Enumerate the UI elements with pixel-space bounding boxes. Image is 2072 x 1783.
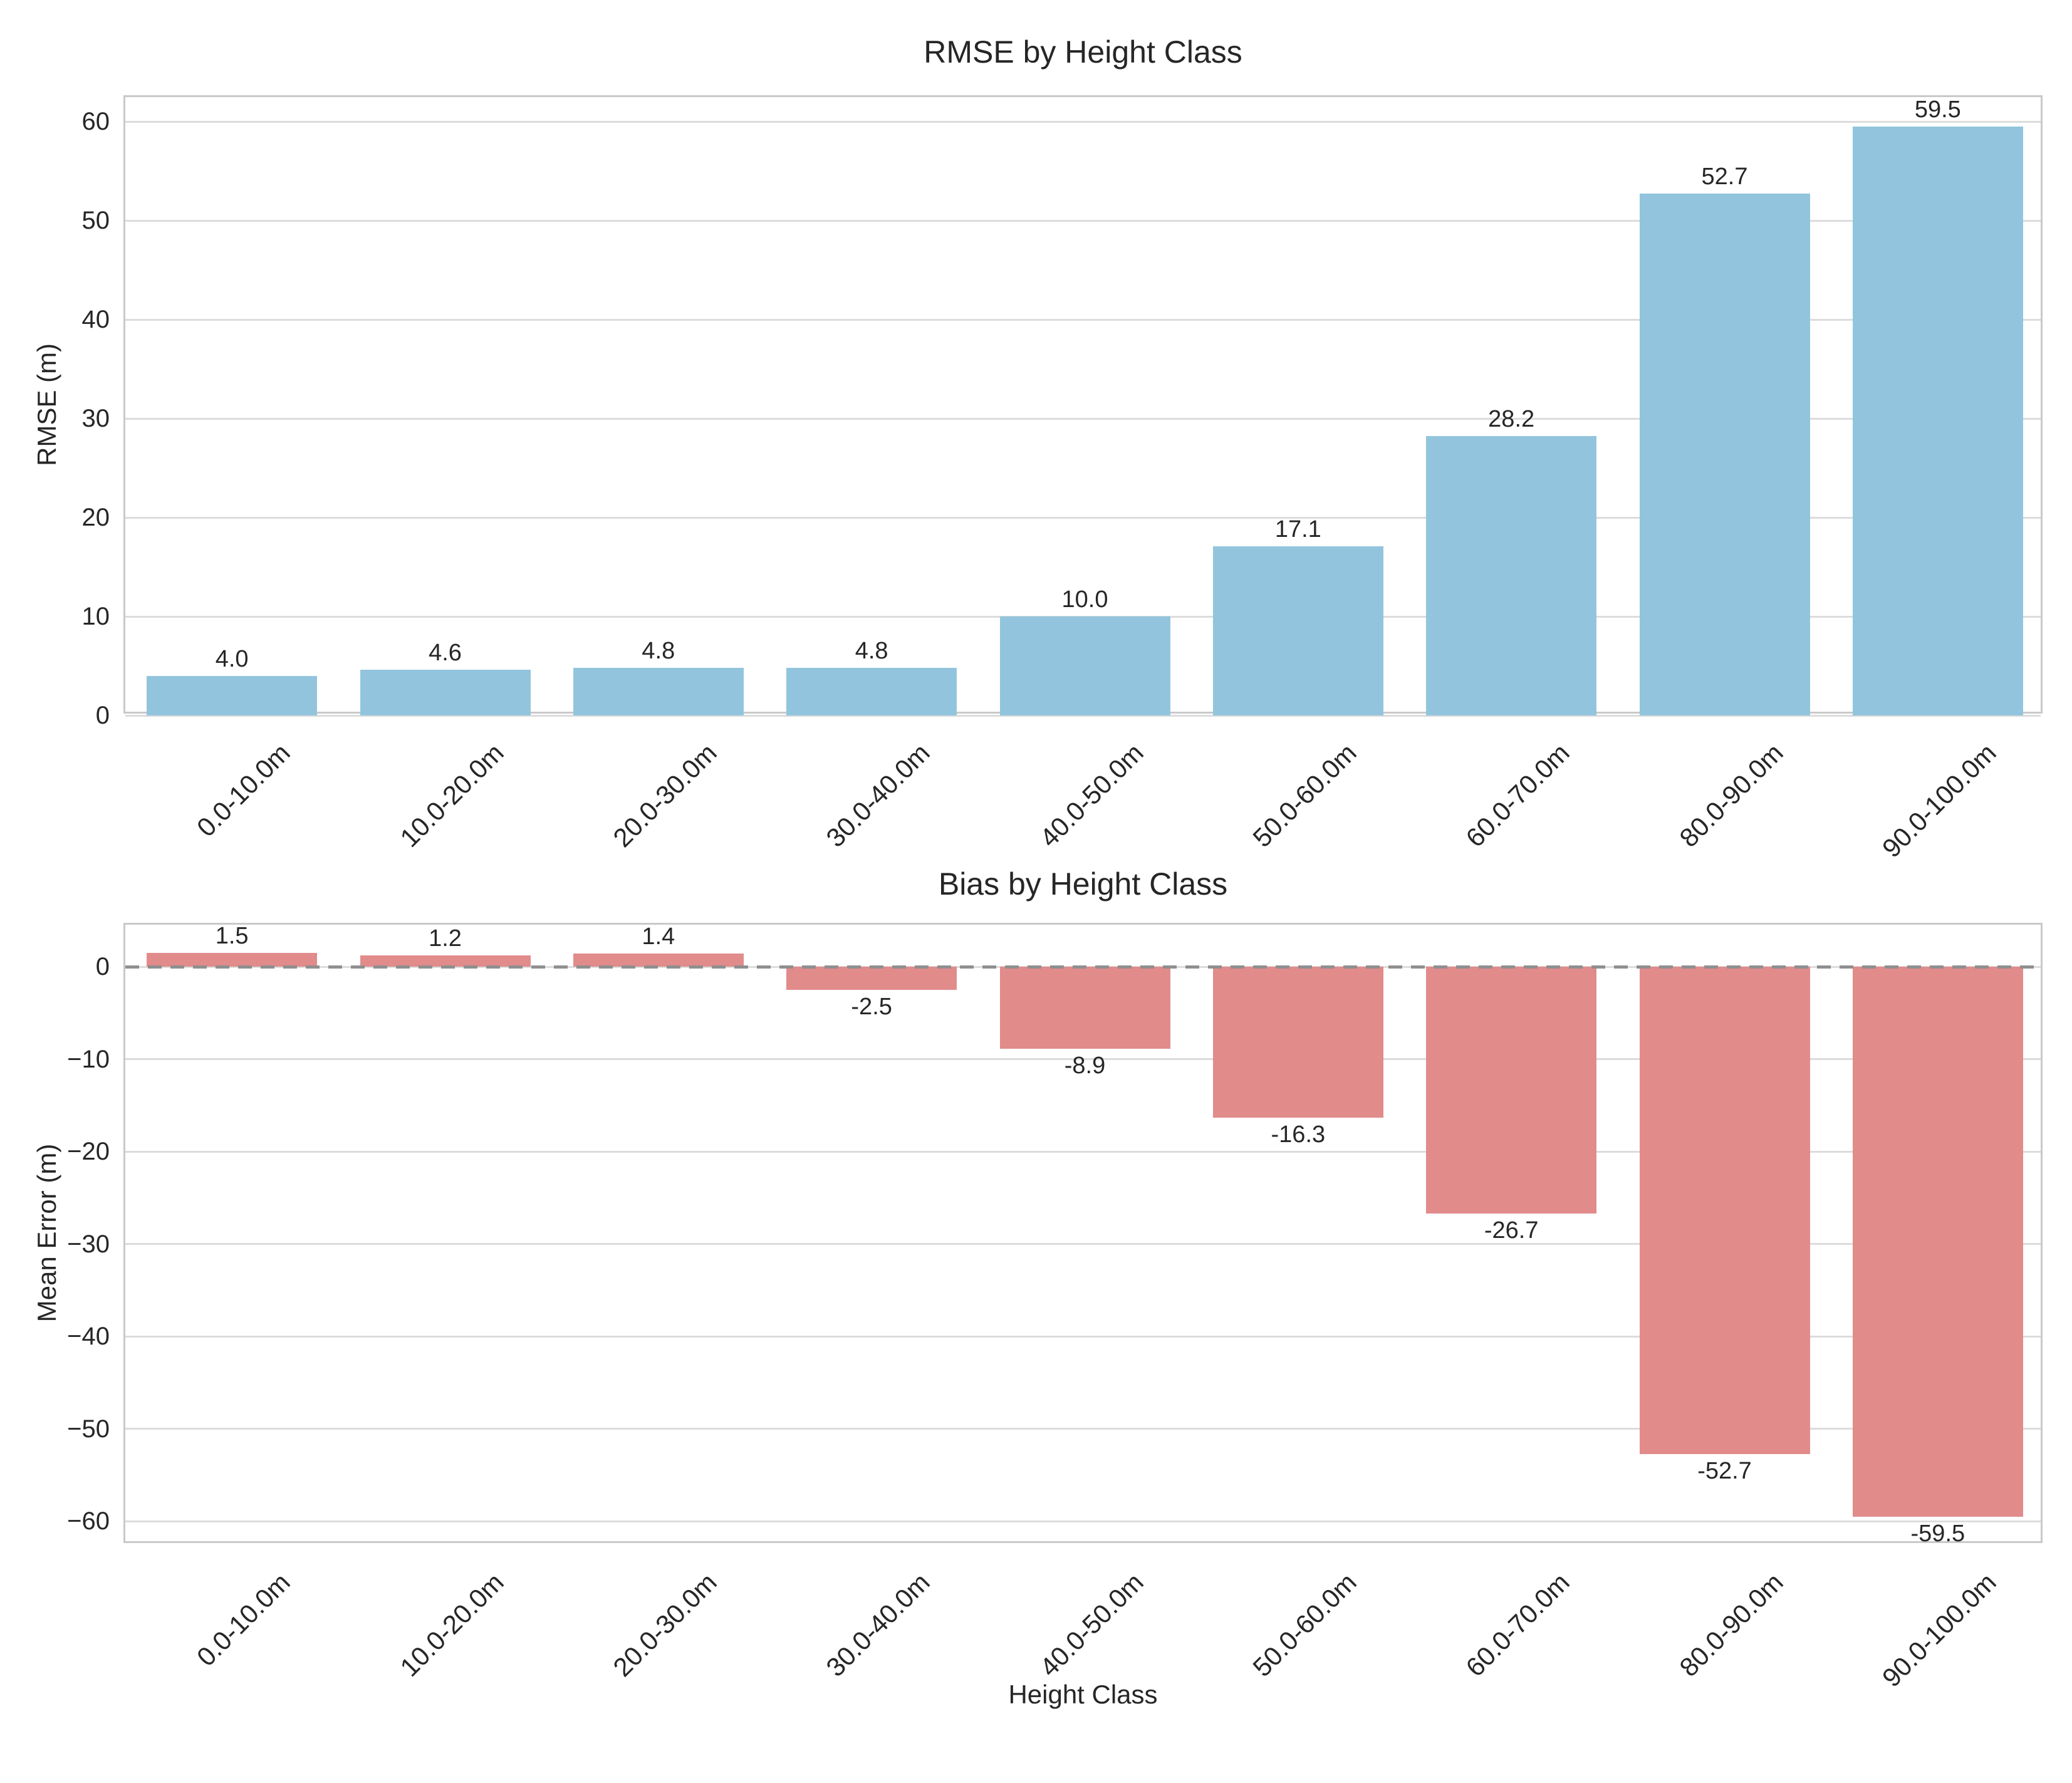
bias-gridline [125, 1150, 2041, 1153]
rmse-xtick-label: 40.0-50.0m [1033, 737, 1149, 853]
rmse-bar [1212, 546, 1383, 715]
bias-xtick-label: 0.0-10.0m [191, 1567, 296, 1672]
bias-bar-value-label: -16.3 [1271, 1121, 1326, 1148]
bias-xtick-label: 80.0-90.0m [1673, 1567, 1789, 1683]
rmse-bar-value-label: 52.7 [1701, 164, 1748, 190]
bias-bar-value-label: -52.7 [1697, 1457, 1752, 1484]
rmse-bar [1426, 436, 1597, 715]
rmse-ytick-label: 40 [81, 306, 110, 334]
bias-gridline [125, 1243, 2041, 1245]
bias-xtick-label: 10.0-20.0m [393, 1567, 509, 1683]
zero-reference-line [125, 965, 2041, 969]
bias-bar [1639, 967, 1810, 1454]
rmse-bar-value-label: 17.1 [1274, 516, 1321, 543]
rmse-ytick-label: 10 [81, 603, 110, 631]
bias-xtick-label: 60.0-70.0m [1460, 1567, 1575, 1683]
rmse-xtick-label: 30.0-40.0m [820, 737, 935, 853]
rmse-y-axis-label: RMSE (m) [32, 343, 61, 466]
bias-ytick-label: −30 [67, 1230, 110, 1258]
rmse-xtick-label: 50.0-60.0m [1247, 737, 1362, 853]
rmse-gridline [125, 516, 2041, 519]
bias-bar [1212, 967, 1383, 1118]
bias-xtick-label: 90.0-100.0m [1876, 1567, 2002, 1693]
rmse-bar [573, 668, 744, 715]
bias-bar-value-label: -59.5 [1910, 1520, 1965, 1547]
bias-ytick-label: −50 [67, 1415, 110, 1443]
bias-ytick-label: −60 [67, 1507, 110, 1536]
x-axis-label: Height Class [1008, 1680, 1158, 1709]
rmse-xtick-label: 60.0-70.0m [1460, 737, 1575, 853]
bias-gridline [125, 1520, 2041, 1522]
bias-gridline [125, 1428, 2041, 1430]
bias-chart-title: Bias by Height Class [938, 866, 1228, 902]
rmse-gridline [125, 714, 2041, 717]
rmse-bar [999, 616, 1170, 715]
bias-gridline [125, 1058, 2041, 1061]
rmse-bar-value-label: 4.8 [855, 638, 888, 665]
bias-gridline [125, 1335, 2041, 1338]
bias-bar [573, 954, 744, 967]
bias-xtick-label: 50.0-60.0m [1247, 1567, 1362, 1683]
bias-xtick-label: 30.0-40.0m [820, 1567, 935, 1683]
rmse-bar [360, 670, 531, 715]
rmse-bar-value-label: 59.5 [1914, 96, 1961, 123]
bias-bar-value-label: 1.4 [642, 923, 675, 950]
bias-ytick-label: −20 [67, 1138, 110, 1166]
bias-ytick-label: 0 [95, 953, 110, 981]
rmse-ytick-label: 20 [81, 504, 110, 532]
rmse-bar [786, 668, 957, 715]
bias-bar-value-label: -26.7 [1484, 1217, 1539, 1244]
bias-xtick-label: 40.0-50.0m [1033, 1567, 1149, 1683]
rmse-ytick-label: 30 [81, 405, 110, 433]
rmse-plot-area: 0 10 20 30 40 50 60 4.0 0.0-10.0m 4.6 10.0-20.0m 4.… [82, 95, 2043, 863]
bias-bar [147, 953, 318, 967]
bias-bar-value-label: 1.2 [429, 925, 462, 952]
rmse-xtick-label: 90.0-100.0m [1876, 737, 2002, 863]
rmse-gridline [125, 120, 2041, 123]
rmse-bar [1852, 127, 2023, 715]
bias-bar [999, 967, 1170, 1049]
rmse-ytick-label: 60 [81, 108, 110, 136]
rmse-gridline [125, 417, 2041, 420]
bias-bar [1852, 967, 2023, 1517]
rmse-bar-value-label: 4.6 [429, 640, 462, 667]
bias-bar-value-label: 1.5 [215, 923, 249, 949]
rmse-bar-value-label: 10.0 [1061, 586, 1108, 613]
rmse-bar-value-label: 4.8 [642, 638, 675, 665]
bias-bar-value-label: -8.9 [1064, 1053, 1106, 1079]
bias-ytick-label: −40 [67, 1323, 110, 1351]
rmse-xtick-label: 80.0-90.0m [1673, 737, 1789, 853]
rmse-bar [1639, 194, 1810, 715]
bias-ytick-label: −10 [67, 1045, 110, 1073]
bias-xtick-label: 20.0-30.0m [607, 1567, 722, 1683]
rmse-bar-value-label: 28.2 [1488, 406, 1535, 433]
rmse-bar-value-label: 4.0 [215, 645, 249, 672]
rmse-bar [147, 675, 318, 715]
rmse-xtick-label: 20.0-30.0m [607, 737, 722, 853]
rmse-gridline [125, 219, 2041, 222]
bias-bar [360, 955, 531, 967]
bias-bar-value-label: -2.5 [851, 994, 892, 1021]
rmse-xtick-label: 0.0-10.0m [191, 737, 296, 843]
rmse-ytick-label: 0 [95, 702, 110, 729]
rmse-chart-title: RMSE by Height Class [924, 34, 1242, 70]
bias-bar [786, 967, 957, 990]
rmse-xtick-label: 10.0-20.0m [393, 737, 509, 853]
rmse-ytick-label: 50 [81, 207, 110, 235]
rmse-gridline [125, 318, 2041, 321]
bias-plot-area: 0 −10 −20 −30 −40 −50 −60 1.5 0.0-10.0m 1.2 10.0-2… [67, 923, 2043, 1693]
bias-bar [1426, 967, 1597, 1214]
